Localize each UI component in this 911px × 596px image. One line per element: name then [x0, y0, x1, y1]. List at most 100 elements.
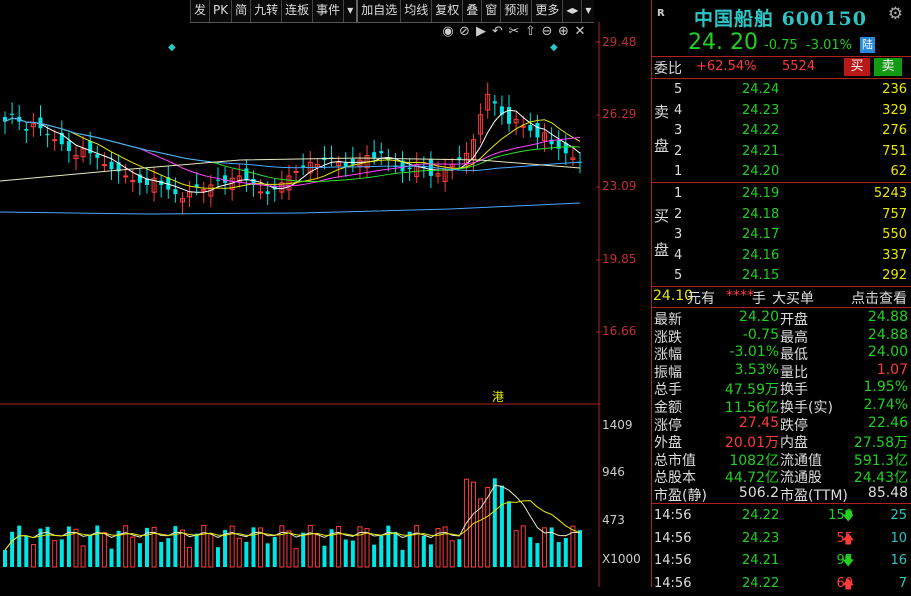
volume-bar — [322, 545, 327, 567]
buy-button[interactable]: 买 — [844, 58, 870, 76]
upload-icon[interactable]: ⇧ — [525, 24, 536, 39]
toolbar-button[interactable]: 事件 — [312, 0, 343, 22]
gear-icon[interactable]: ⚙ — [887, 4, 903, 24]
volume-bar — [357, 526, 363, 568]
toolbar-button[interactable]: ◂▸ — [562, 0, 581, 22]
toolbar-button[interactable]: ▾ — [581, 0, 594, 22]
candle-body — [10, 113, 15, 115]
up-arrow-icon: 🡅 — [842, 531, 855, 546]
toolbar-button[interactable]: PK — [209, 0, 231, 22]
stock-title[interactable]: 中国船舶 600150 — [694, 8, 867, 30]
candle-body — [499, 106, 504, 115]
undo-icon[interactable]: ↶ — [492, 24, 503, 39]
play-icon[interactable]: ▶ — [476, 24, 486, 39]
candle-body — [101, 164, 107, 167]
eye-off-icon[interactable]: ⊘ — [459, 24, 470, 39]
sell-button[interactable]: 卖 — [874, 58, 902, 76]
quote-label: 最新 — [654, 312, 682, 328]
volume-bar — [528, 537, 533, 567]
view-details-link[interactable]: 点击查看 — [851, 291, 907, 307]
candlestick-chart[interactable]: ◆ ◆ — [0, 0, 600, 587]
scissors-icon[interactable]: ✂ — [508, 24, 520, 39]
quote-row: 总市值 1082亿 流通值 591.3亿 — [652, 450, 911, 469]
order-ratio-row: 委比 +62.54% 5524 买 卖 — [652, 57, 911, 79]
volume-bar — [393, 531, 398, 567]
order-level: 4 — [674, 247, 683, 263]
volume-bar — [95, 525, 100, 567]
order-level: 2 — [674, 206, 683, 222]
orderbook-row[interactable]: 1 24.19 5243 — [652, 184, 911, 205]
quote-value: 24.88 — [867, 309, 908, 325]
toolbar-button[interactable]: 叠 — [462, 0, 481, 22]
summary-hand: 手 — [752, 291, 766, 307]
candle-body — [201, 189, 207, 192]
toolbar-button[interactable]: 更多 — [531, 0, 562, 22]
quote-label: 金额 — [654, 399, 682, 416]
price-axis-label: 26.29 — [602, 107, 637, 121]
order-level: 3 — [674, 123, 683, 138]
volume-bar — [30, 544, 36, 568]
orderbook-row[interactable]: 2 24.18 757 — [652, 205, 911, 226]
toolbar-button[interactable]: 连板 — [281, 0, 312, 22]
volume-bar — [457, 539, 462, 567]
orderbook-row[interactable]: 5 24.24 236 — [652, 80, 911, 101]
volume-bar — [471, 481, 477, 568]
orderbook-row[interactable]: 3 24.17 550 — [652, 225, 911, 246]
toolbar-button[interactable]: 发 — [190, 0, 209, 22]
zoom-out-icon[interactable]: ⊖ — [541, 24, 553, 39]
quote-value: 24.43亿 — [853, 470, 908, 487]
orderbook-row[interactable]: 3 24.22 276 — [652, 121, 911, 142]
eye-icon[interactable]: ◉ — [442, 24, 454, 39]
volume-bar — [10, 531, 15, 567]
volume-bar — [187, 546, 193, 568]
close-icon[interactable]: ✕ — [574, 24, 586, 39]
candle-body — [265, 191, 270, 195]
order-price: 24.19 — [742, 186, 780, 201]
volume-bar — [194, 533, 199, 567]
volume-bar — [3, 550, 7, 567]
toolbar-button[interactable]: 简 — [231, 0, 250, 22]
candle-body — [293, 170, 299, 173]
candle-body — [435, 173, 441, 177]
hk-connect-marker: 港 — [492, 390, 505, 404]
price-change-pct: -3.01% — [806, 38, 852, 53]
sell-label-char: 盘 — [654, 137, 670, 155]
volume-bar — [66, 526, 71, 567]
tick-time: 14:56 — [654, 553, 692, 568]
kline-chart-panel[interactable]: ◆ ◆ 发 PK 简九转 连板 事件 ▾ 加自选 均线 复权叠窗预测 更多 ◂▸ ▾ ◉ ⊘ ▶ ↶ ✂ ⇧ ⊖ ⊕ ✕… — [0, 0, 651, 587]
toolbar-button[interactable]: 预测 — [500, 0, 531, 22]
toolbar-button[interactable]: 窗 — [481, 0, 500, 22]
volume-bar — [279, 525, 285, 568]
orderbook-row[interactable]: 2 24.21 751 — [652, 142, 911, 163]
tick-list: 14:56 24.22 150 🡇 25 14:56 24.23 55 🡅 10 14:56 24.2… — [652, 503, 911, 594]
volume-bar — [442, 526, 448, 568]
orderbook-row[interactable]: 4 24.16 337 — [652, 246, 911, 267]
tick-volume: 150 — [828, 508, 853, 523]
order-volume: 276 — [882, 123, 907, 138]
zoom-in-icon[interactable]: ⊕ — [558, 24, 569, 39]
volume-bar — [513, 530, 519, 568]
quote-value: 44.72亿 — [724, 470, 779, 487]
tick-price: 24.22 — [742, 575, 780, 591]
candle-body — [179, 198, 185, 203]
volume-bar — [314, 534, 320, 568]
order-volume: 550 — [882, 227, 907, 242]
quote-value: 24.00 — [867, 344, 908, 361]
candle-body — [52, 139, 58, 142]
volume-unit-label: X1000 — [602, 552, 641, 566]
orderbook-row[interactable]: 5 24.15 292 — [652, 266, 911, 287]
volume-bar — [421, 535, 426, 567]
quote-value: 27.45 — [738, 414, 779, 431]
toolbar-button[interactable]: 九转 — [250, 0, 281, 22]
candle-body — [95, 154, 100, 158]
big-buy-label: 大买单 — [772, 291, 814, 307]
orderbook-row[interactable]: 1 24.20 62 — [652, 162, 911, 183]
price-axis-label: 19.85 — [602, 252, 637, 266]
toolbar-button[interactable]: 均线 — [400, 0, 431, 22]
order-ratio-value: +62.54% — [696, 59, 757, 74]
orderbook-row[interactable]: 4 24.23 329 — [652, 101, 911, 122]
toolbar-button[interactable]: 复权 — [431, 0, 462, 22]
toolbar-button[interactable]: ▾ — [343, 0, 356, 22]
toolbar-button[interactable]: 加自选 — [356, 0, 400, 22]
order-price: 24.20 — [742, 164, 780, 179]
